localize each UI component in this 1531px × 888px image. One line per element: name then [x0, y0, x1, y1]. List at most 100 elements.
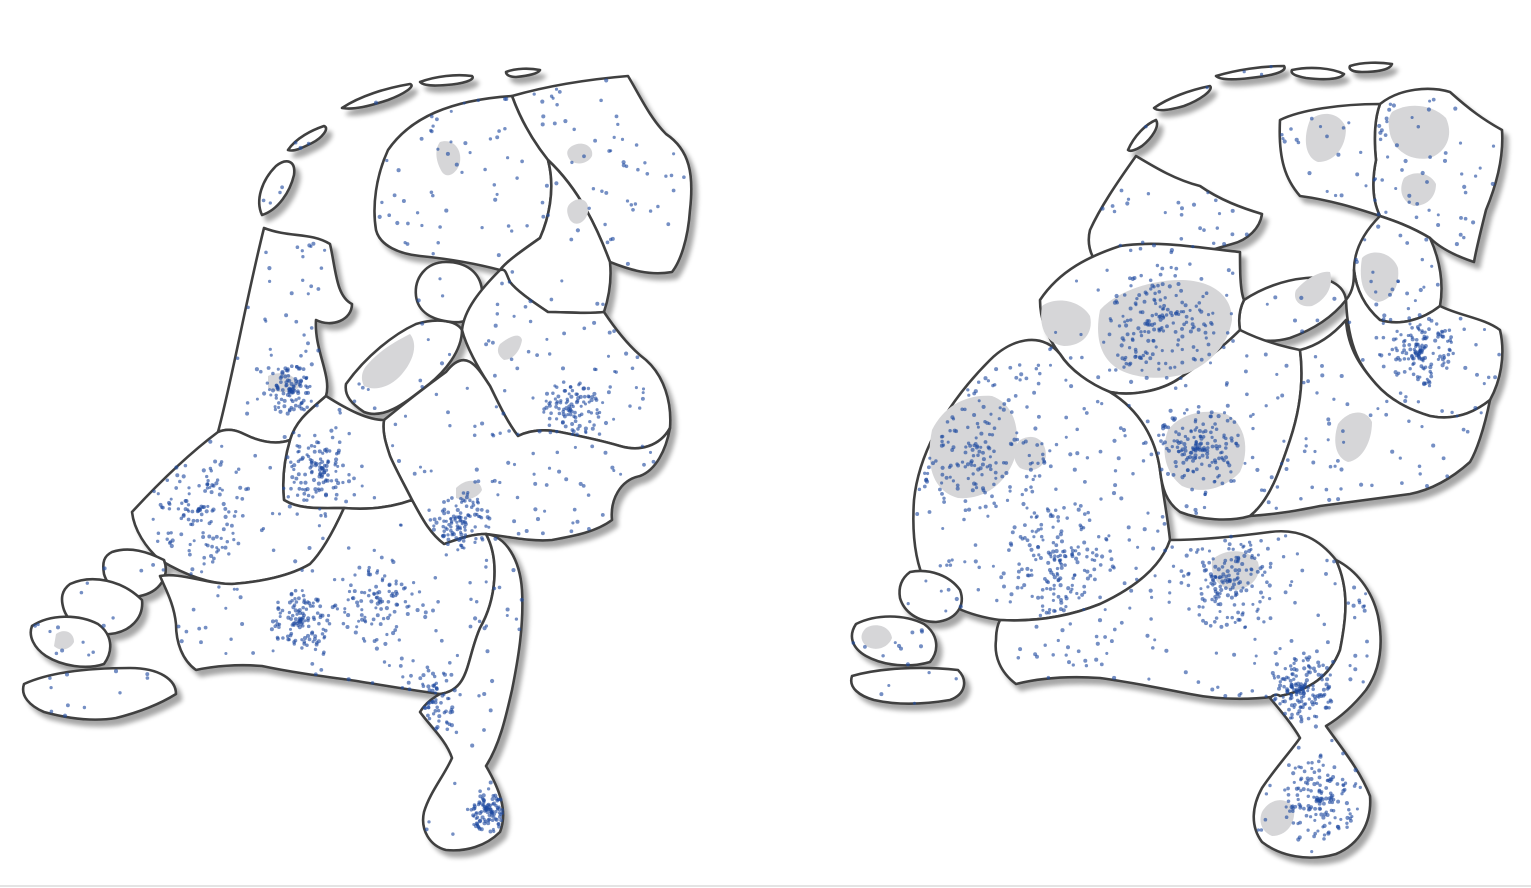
population-point [287, 409, 292, 413]
cartogram-zeeland-a [898, 569, 963, 624]
population-point [444, 208, 449, 213]
population-point [910, 630, 915, 635]
population-point [1465, 429, 1470, 434]
population-point [640, 396, 645, 401]
population-point [1193, 419, 1198, 424]
population-point [1429, 374, 1434, 379]
population-point [324, 492, 328, 497]
population-point [1103, 608, 1107, 612]
population-point [531, 396, 535, 400]
population-point [608, 385, 612, 389]
population-point [1281, 555, 1286, 559]
population-point [990, 433, 995, 437]
population-point [1096, 375, 1101, 380]
population-point [1175, 445, 1180, 449]
population-point [973, 543, 978, 547]
population-point [1482, 327, 1487, 332]
population-point [1306, 788, 1310, 792]
population-point [293, 403, 298, 408]
population-point [1124, 323, 1129, 328]
population-point [434, 392, 439, 397]
population-point [473, 616, 478, 621]
population-point [461, 498, 465, 503]
population-point [1182, 441, 1187, 447]
population-point [682, 175, 686, 179]
population-point [1217, 456, 1221, 461]
population-point [1360, 358, 1365, 362]
population-point [1288, 583, 1293, 587]
population-point [1149, 617, 1153, 621]
population-point [1139, 333, 1144, 338]
population-point [1075, 427, 1079, 432]
population-point [541, 114, 546, 119]
population-point [1198, 226, 1202, 231]
population-point [202, 562, 206, 566]
population-point [1385, 399, 1389, 404]
population-point [294, 600, 299, 604]
population-point [279, 397, 284, 402]
population-point [979, 445, 983, 449]
population-point [544, 483, 549, 487]
population-point [165, 537, 169, 541]
population-point [963, 508, 968, 513]
population-point [980, 473, 984, 477]
population-point [1112, 627, 1117, 632]
population-point [284, 313, 289, 318]
population-point [1236, 576, 1240, 580]
population-point [371, 617, 376, 622]
population-point [411, 659, 415, 663]
population-point [229, 637, 233, 641]
population-point [970, 488, 975, 493]
population-point [1339, 487, 1343, 491]
population-point [1204, 568, 1208, 572]
population-point [1414, 344, 1418, 349]
population-point [406, 221, 410, 226]
population-point [566, 412, 570, 417]
population-point [631, 207, 635, 212]
population-point [1335, 782, 1340, 786]
population-point [1324, 796, 1329, 801]
population-point [1216, 602, 1220, 607]
population-point [991, 564, 995, 568]
population-point [1369, 279, 1373, 284]
population-point [483, 167, 487, 172]
population-point [468, 580, 472, 585]
population-point [317, 449, 322, 454]
population-point [1293, 657, 1298, 663]
population-point [490, 678, 495, 684]
population-point [1286, 676, 1290, 680]
population-point [672, 152, 676, 156]
population-point [378, 600, 383, 605]
population-point [671, 188, 676, 193]
population-point [574, 400, 579, 405]
population-point [1020, 537, 1025, 541]
population-point [1243, 461, 1247, 465]
population-point [1249, 567, 1254, 572]
population-point [1126, 197, 1131, 201]
population-point [1188, 548, 1193, 552]
population-point [1431, 97, 1436, 102]
population-point [474, 812, 478, 816]
population-point [235, 587, 239, 591]
population-point [1213, 422, 1217, 426]
population-point [1318, 783, 1322, 787]
population-point [1408, 347, 1413, 352]
population-point [394, 579, 398, 583]
population-point [1082, 406, 1086, 411]
population-point [1407, 200, 1411, 204]
population-point [612, 329, 616, 333]
population-point [1306, 794, 1311, 799]
population-point [570, 388, 575, 393]
population-point [1188, 451, 1193, 455]
population-point [451, 832, 455, 836]
population-point [417, 590, 422, 594]
population-point [477, 811, 483, 816]
population-point [495, 302, 500, 307]
population-point [1295, 698, 1300, 703]
cartogram-groningen-west [1278, 102, 1382, 218]
population-point [592, 423, 596, 427]
population-point [1423, 365, 1428, 369]
population-point [1403, 158, 1408, 164]
population-point [180, 501, 184, 505]
population-point [337, 407, 342, 412]
